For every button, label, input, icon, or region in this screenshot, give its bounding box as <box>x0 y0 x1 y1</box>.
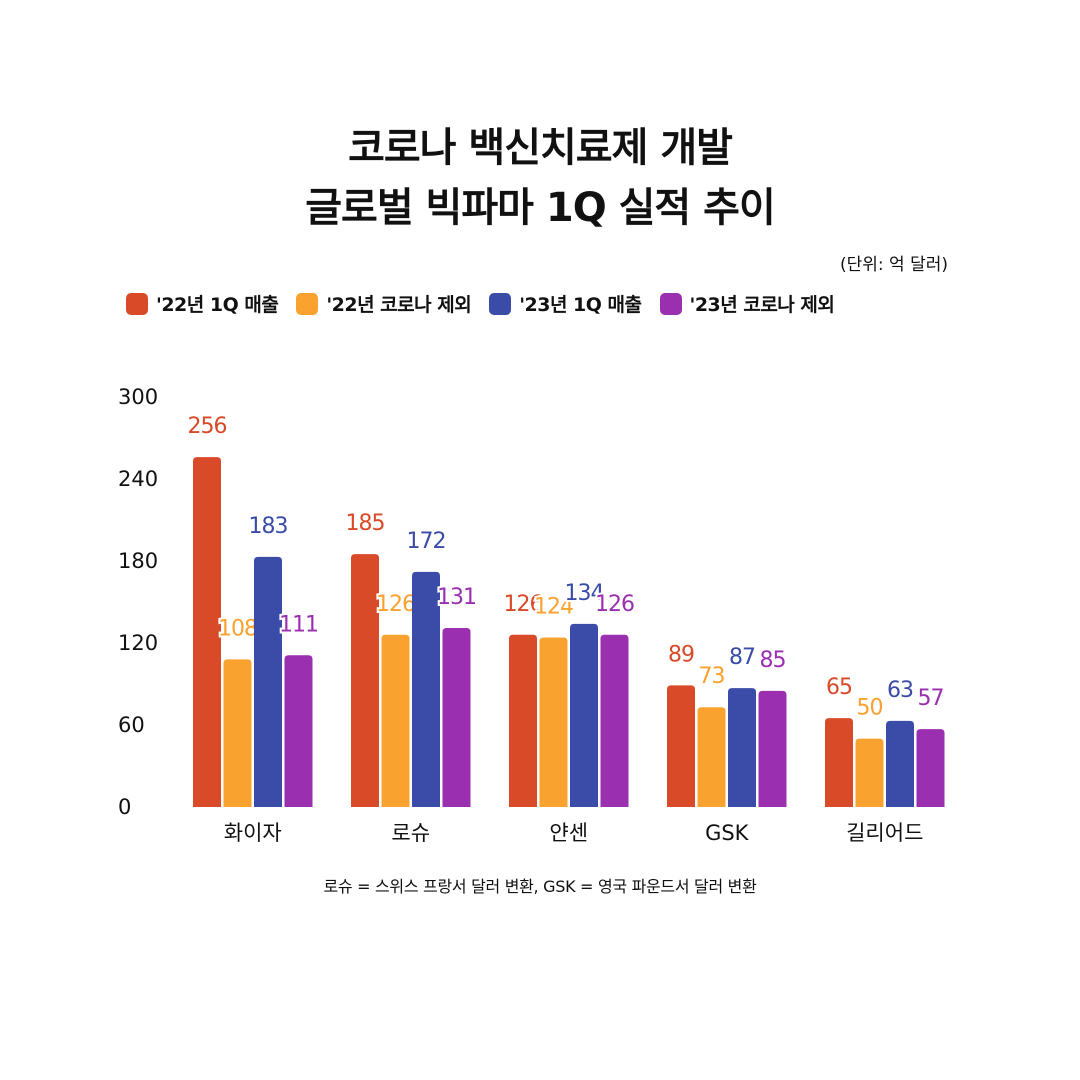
bar-value-label: 50 <box>857 696 883 721</box>
x-category-label: 화이자 <box>224 821 282 845</box>
bar-value-label: 85 <box>760 648 786 673</box>
y-tick-label: 240 <box>118 467 158 491</box>
bar-value-label: 131 <box>437 585 476 610</box>
legend-item-22-excl: '22년 코로나 제외 <box>296 290 472 317</box>
bar-chart: 0 60 120 180 240 300 256 108 183 111 화이자 185 126 172 1… <box>118 385 947 845</box>
legend: '22년 1Q 매출 '22년 코로나 제외 '23년 1Q 매출 '23년 코… <box>126 290 966 317</box>
legend-label: '22년 1Q 매출 <box>156 294 279 316</box>
y-tick-label: 120 <box>118 631 158 655</box>
bar-value-label: 73 <box>699 664 725 689</box>
bar-value-label: 126 <box>595 592 634 617</box>
bar-value-label: 111 <box>279 612 318 637</box>
legend-swatch <box>489 292 512 315</box>
legend-swatch <box>296 292 319 315</box>
legend-swatch <box>126 292 148 315</box>
legend-item-23-q1: '23년 1Q 매출 <box>489 290 642 317</box>
y-tick-label: 0 <box>118 795 131 819</box>
x-category-label: GSK <box>705 821 750 845</box>
x-category-label: 얀센 <box>549 821 588 845</box>
footnote: 로슈 = 스위스 프랑서 달러 변환, GSK = 영국 파운드서 달러 변환 <box>323 877 757 896</box>
legend-label: '23년 코로나 제외 <box>689 294 835 316</box>
bar <box>916 729 945 807</box>
y-tick-label: 180 <box>118 549 158 573</box>
bar <box>412 571 440 807</box>
legend-item-22-q1: '22년 1Q 매출 <box>126 290 279 317</box>
bar-value-label: 126 <box>504 592 543 617</box>
chart-title: 코로나 백신치료제 개발 글로벌 빅파마 1Q 실적 추이 <box>0 118 1080 238</box>
legend-item-23-excl: '23년 코로나 제외 <box>659 290 835 317</box>
y-tick-label: 60 <box>118 713 145 737</box>
bar-value-label: 57 <box>918 686 944 711</box>
bar-value-label: 134 <box>565 581 604 606</box>
bar <box>825 718 853 807</box>
legend-label: '22년 코로나 제외 <box>326 294 472 316</box>
bar-value-label: 256 <box>188 414 227 439</box>
x-category-label: 길리어드 <box>846 821 923 845</box>
x-category-label: 로슈 <box>391 821 430 845</box>
bar <box>442 627 471 807</box>
legend-swatch <box>659 292 682 315</box>
bar <box>284 655 313 807</box>
bar-value-label: 126 <box>376 592 415 617</box>
title-line-2: 글로벌 빅파마 1Q 실적 추이 <box>305 185 776 231</box>
bar-value-label: 87 <box>729 645 755 670</box>
unit-label: (단위: 억 달러) <box>840 255 948 275</box>
bar-value-label: 183 <box>249 514 288 539</box>
bar <box>758 690 787 807</box>
bar <box>886 720 914 807</box>
bar <box>509 634 537 807</box>
bar <box>855 738 884 807</box>
bar <box>254 556 282 807</box>
bar-value-label: 65 <box>826 675 852 700</box>
bar <box>539 637 568 807</box>
bar-value-label: 108 <box>218 616 257 641</box>
bar <box>570 623 598 807</box>
bar <box>728 688 756 807</box>
bar-value-label: 172 <box>407 529 446 554</box>
bar <box>223 659 252 807</box>
bar <box>697 707 726 807</box>
bar <box>381 634 410 807</box>
bar-value-label: 124 <box>534 595 573 620</box>
title-line-1: 코로나 백신치료제 개발 <box>348 125 733 171</box>
bar <box>600 634 629 807</box>
bar <box>193 457 221 807</box>
bar <box>667 685 695 807</box>
bar-value-label: 63 <box>887 678 913 703</box>
bar <box>351 554 379 807</box>
legend-label: '23년 1Q 매출 <box>519 294 642 316</box>
y-tick-label: 300 <box>118 385 158 409</box>
bar-value-label: 185 <box>346 511 385 536</box>
bar-value-label: 89 <box>668 642 694 667</box>
